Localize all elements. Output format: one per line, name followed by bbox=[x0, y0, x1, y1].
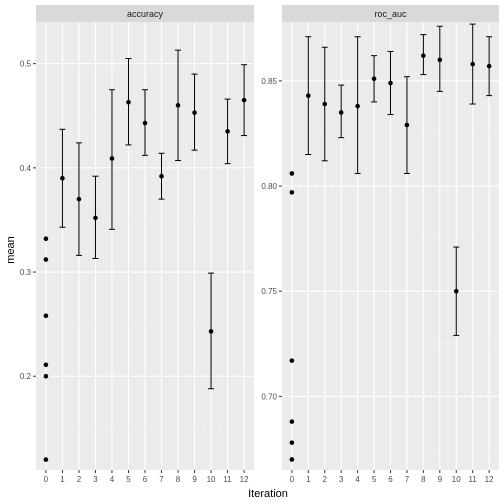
data-point bbox=[306, 93, 311, 98]
x-tick-label: 6 bbox=[143, 475, 148, 484]
x-tick-label: 1 bbox=[306, 475, 311, 484]
x-tick-label: 5 bbox=[372, 475, 377, 484]
x-tick-label: 5 bbox=[126, 475, 131, 484]
x-tick-label: 9 bbox=[192, 475, 197, 484]
data-point bbox=[43, 313, 49, 319]
data-point bbox=[470, 61, 475, 67]
y-tick-label: 0.4 bbox=[20, 164, 32, 173]
x-tick-label: 6 bbox=[388, 475, 393, 484]
x-tick-label: 7 bbox=[405, 475, 410, 484]
data-point bbox=[388, 80, 393, 86]
data-point bbox=[371, 76, 377, 82]
x-tick-label: 10 bbox=[452, 475, 461, 484]
data-point bbox=[142, 120, 148, 126]
strip-background bbox=[282, 5, 499, 22]
x-tick-label: 4 bbox=[355, 475, 360, 484]
x-axis-title: Iteration bbox=[248, 488, 288, 500]
x-tick-label: 8 bbox=[421, 475, 426, 484]
data-point bbox=[453, 288, 459, 294]
x-tick-label: 2 bbox=[323, 475, 328, 484]
x-tick-label: 12 bbox=[485, 475, 494, 484]
y-tick-label: 0.2 bbox=[20, 372, 32, 381]
x-tick-label: 3 bbox=[93, 475, 98, 484]
strip-label: accuracy bbox=[127, 9, 164, 19]
x-tick-label: 2 bbox=[77, 475, 82, 484]
data-point bbox=[289, 457, 295, 462]
y-tick-label: 0.70 bbox=[261, 392, 277, 401]
x-tick-label: 8 bbox=[176, 475, 181, 484]
data-point bbox=[322, 101, 328, 107]
x-tick-label: 1 bbox=[60, 475, 65, 484]
data-point bbox=[355, 103, 360, 109]
data-point bbox=[60, 175, 65, 181]
x-tick-label: 7 bbox=[159, 475, 164, 484]
x-tick-label: 11 bbox=[223, 475, 232, 484]
data-point bbox=[289, 171, 295, 176]
data-point bbox=[43, 236, 49, 242]
data-point bbox=[208, 329, 214, 334]
data-point bbox=[289, 358, 295, 363]
y-tick-label: 0.75 bbox=[261, 287, 277, 296]
data-point bbox=[486, 63, 492, 69]
data-point bbox=[289, 440, 295, 445]
data-point bbox=[43, 362, 49, 368]
strip-background bbox=[36, 5, 254, 22]
data-point bbox=[289, 190, 295, 195]
x-tick-label: 11 bbox=[469, 475, 478, 484]
x-tick-label: 3 bbox=[339, 475, 344, 484]
data-point bbox=[43, 457, 49, 462]
data-point bbox=[338, 110, 344, 115]
data-point bbox=[76, 196, 82, 202]
y-tick-label: 0.85 bbox=[261, 77, 277, 86]
data-point bbox=[109, 156, 115, 161]
data-point bbox=[225, 129, 230, 134]
x-tick-label: 0 bbox=[44, 475, 49, 484]
data-point bbox=[289, 419, 295, 424]
data-point bbox=[437, 57, 443, 63]
data-point bbox=[93, 215, 98, 221]
x-tick-label: 12 bbox=[240, 475, 249, 484]
y-tick-label: 0.5 bbox=[20, 60, 32, 69]
data-point bbox=[43, 257, 49, 262]
x-tick-label: 10 bbox=[207, 475, 216, 484]
x-tick-label: 9 bbox=[438, 475, 443, 484]
strip-label: roc_auc bbox=[374, 9, 407, 19]
data-point bbox=[43, 373, 49, 379]
y-axis-title: mean bbox=[5, 236, 17, 264]
y-tick-label: 0.80 bbox=[261, 182, 277, 191]
data-point bbox=[192, 110, 197, 115]
data-point bbox=[159, 173, 164, 179]
x-tick-label: 4 bbox=[110, 475, 115, 484]
data-point bbox=[175, 103, 181, 108]
y-tick-label: 0.3 bbox=[20, 268, 32, 277]
data-point bbox=[421, 53, 426, 58]
data-point bbox=[404, 122, 410, 128]
x-tick-label: 0 bbox=[290, 475, 295, 484]
data-point bbox=[241, 97, 247, 103]
data-point bbox=[126, 99, 131, 105]
